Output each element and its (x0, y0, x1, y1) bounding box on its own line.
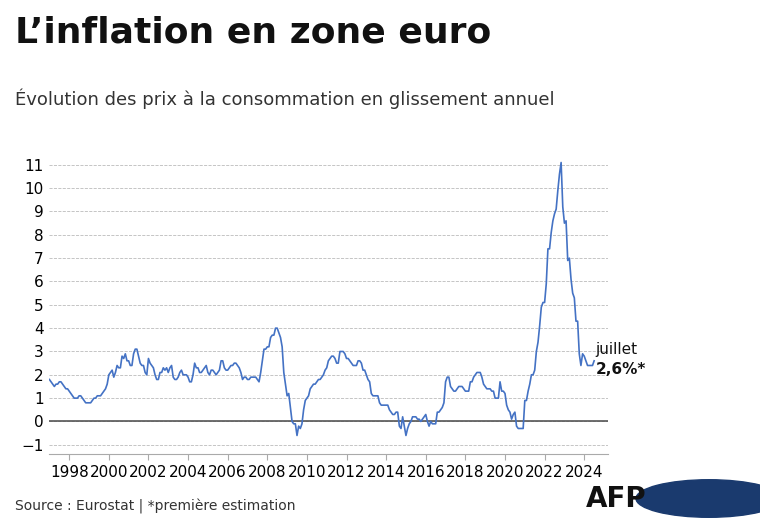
Text: 2,6%*: 2,6%* (596, 362, 646, 377)
Text: juillet: juillet (596, 341, 638, 357)
Circle shape (636, 480, 760, 517)
Text: L’inflation en zone euro: L’inflation en zone euro (15, 16, 492, 50)
Text: AFP: AFP (586, 484, 647, 513)
Text: Source : Eurostat | *première estimation: Source : Eurostat | *première estimation (15, 499, 296, 514)
Text: Évolution des prix à la consommation en glissement annuel: Évolution des prix à la consommation en … (15, 89, 555, 109)
